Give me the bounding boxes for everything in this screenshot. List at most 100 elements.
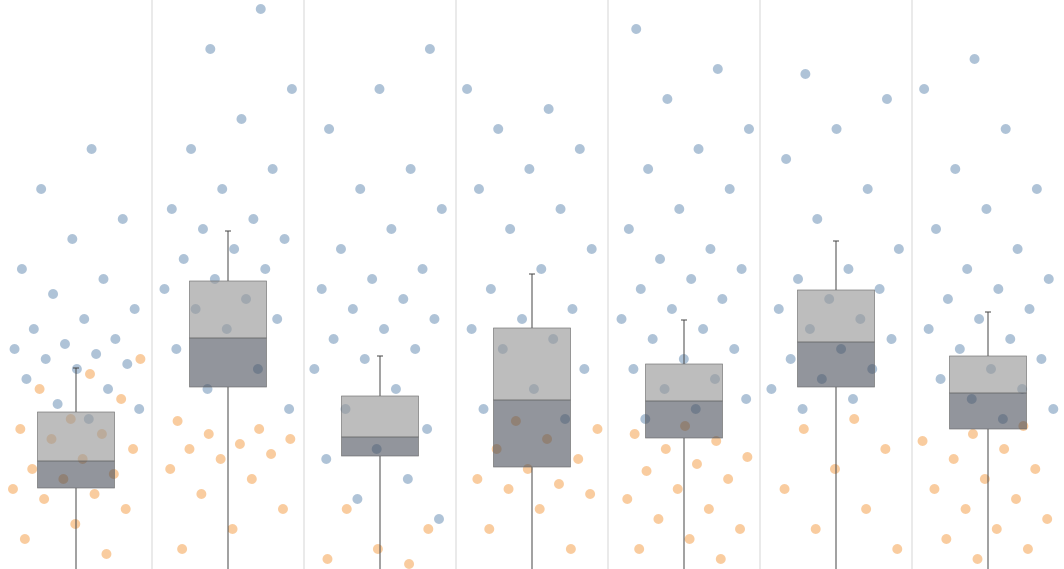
point <box>227 524 238 534</box>
point <box>662 94 673 104</box>
point <box>122 359 133 369</box>
point <box>110 334 121 344</box>
point <box>254 424 265 434</box>
point <box>880 444 891 454</box>
point <box>21 374 32 384</box>
point <box>886 334 897 344</box>
point <box>229 244 240 254</box>
point <box>785 354 796 364</box>
point <box>16 264 27 274</box>
point <box>712 64 723 74</box>
point <box>843 264 854 274</box>
point <box>493 124 504 134</box>
box-upper <box>341 395 419 438</box>
box-upper <box>37 411 115 462</box>
point <box>1005 334 1016 344</box>
point <box>91 349 102 359</box>
point <box>717 294 728 304</box>
point <box>485 284 496 294</box>
point <box>847 394 858 404</box>
point <box>279 234 290 244</box>
point <box>553 479 564 489</box>
point <box>196 489 207 499</box>
point <box>874 284 885 294</box>
point <box>861 504 872 514</box>
point <box>923 324 934 334</box>
point <box>979 474 990 484</box>
point <box>628 364 639 374</box>
point <box>390 384 401 394</box>
point <box>798 424 809 434</box>
point <box>260 264 271 274</box>
point <box>622 494 633 504</box>
point <box>931 224 942 234</box>
point <box>429 314 440 324</box>
point <box>98 274 109 284</box>
point <box>410 344 421 354</box>
point <box>7 484 18 494</box>
point <box>691 459 702 469</box>
point <box>324 124 335 134</box>
box-lower <box>341 436 419 457</box>
point <box>117 214 128 224</box>
point <box>40 354 51 364</box>
point <box>736 264 747 274</box>
point <box>355 184 366 194</box>
point <box>666 304 677 314</box>
point <box>703 504 714 514</box>
point <box>159 284 170 294</box>
point <box>810 524 821 534</box>
point <box>205 44 216 54</box>
point <box>27 464 38 474</box>
point <box>28 324 39 334</box>
point <box>929 484 940 494</box>
point <box>999 444 1010 454</box>
point <box>993 284 1004 294</box>
point <box>969 54 980 64</box>
point <box>1036 354 1047 364</box>
point <box>517 314 528 324</box>
point <box>1042 514 1053 524</box>
point <box>1043 274 1054 284</box>
point <box>217 184 228 194</box>
point <box>967 429 978 439</box>
point <box>586 244 597 254</box>
box-lower <box>493 399 571 468</box>
point <box>536 264 547 274</box>
point <box>85 369 96 379</box>
point <box>248 214 259 224</box>
point <box>59 339 70 349</box>
point <box>672 484 683 494</box>
box-upper <box>949 355 1027 394</box>
box-lower <box>645 400 723 439</box>
point <box>631 24 642 34</box>
point <box>1012 244 1023 254</box>
point <box>374 84 385 94</box>
point <box>585 489 596 499</box>
point <box>272 314 283 324</box>
point <box>473 184 484 194</box>
point <box>341 504 352 514</box>
point <box>698 324 709 334</box>
point <box>433 514 444 524</box>
point <box>177 544 188 554</box>
point <box>423 524 434 534</box>
point <box>79 314 90 324</box>
point <box>693 144 704 154</box>
point <box>881 94 892 104</box>
point <box>321 454 332 464</box>
point <box>284 404 295 414</box>
point <box>277 504 288 514</box>
point <box>684 534 695 544</box>
point <box>1030 464 1041 474</box>
point <box>386 224 397 234</box>
point <box>917 436 928 446</box>
point <box>67 234 78 244</box>
point <box>981 204 992 214</box>
point <box>741 394 752 404</box>
point <box>766 384 777 394</box>
point <box>660 444 671 454</box>
point <box>197 224 208 234</box>
point <box>616 314 627 324</box>
